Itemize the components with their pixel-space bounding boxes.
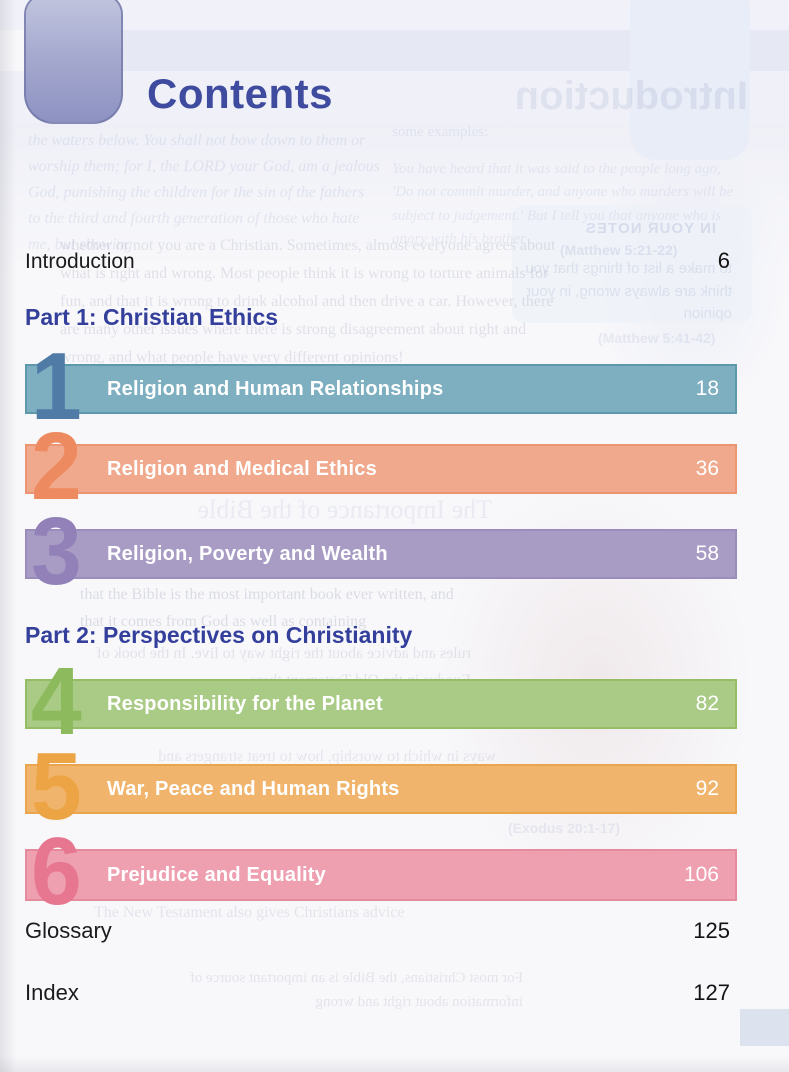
part-2-heading: Part 2: Perspectives on Christianity [25, 622, 413, 648]
chapter-title: Religion and Human Relationships [107, 377, 444, 400]
toc-chapter-5: War, Peace and Human Rights 92 5 [25, 739, 737, 835]
chapter-page-number: 18 [695, 377, 719, 400]
chapter-numeral: 6 [31, 818, 82, 925]
toc-entry-label: Glossary [25, 918, 112, 943]
toc-chapter-2: Religion and Medical Ethics 36 2 [25, 419, 737, 515]
chapter-bar: War, Peace and Human Rights 92 [25, 764, 737, 814]
toc-chapter-3: Religion, Poverty and Wealth 58 3 [25, 504, 737, 600]
toc-entry-label: Index [25, 980, 79, 1005]
bleedthrough-corner-tab [630, 0, 750, 160]
toc-entry-label: Introduction [25, 250, 135, 273]
toc-row-glossary: Glossary 125 [25, 918, 730, 944]
chapter-page-number: 58 [695, 542, 719, 565]
chapter-title: War, Peace and Human Rights [107, 777, 400, 800]
chapter-title: Responsibility for the Planet [107, 692, 383, 715]
toc-chapter-1: Religion and Human Relationships 18 1 [25, 339, 737, 435]
bleedthrough-page-tab [740, 1009, 789, 1046]
chapter-bar: Religion, Poverty and Wealth 58 [25, 529, 737, 579]
chapter-numeral: 5 [31, 733, 82, 840]
chapter-page-number: 36 [695, 457, 719, 480]
scan-edge-shadow [0, 0, 16, 1072]
chapter-page-number: 82 [695, 692, 719, 715]
chapter-numeral: 1 [31, 333, 82, 440]
chapter-page-number: 106 [683, 863, 719, 886]
toc-row-introduction: Introduction 6 [25, 248, 730, 274]
chapter-title: Religion and Medical Ethics [107, 457, 377, 480]
chapter-title: Religion, Poverty and Wealth [107, 542, 388, 565]
toc-entry-page-number: 125 [693, 918, 730, 943]
toc-row-index: Index 127 [25, 980, 730, 1006]
bleedthrough-text: The Importance of the Bible [197, 495, 492, 524]
chapter-numeral: 2 [31, 413, 82, 520]
chapter-page-number: 92 [695, 777, 719, 800]
page-title: Contents [147, 70, 333, 117]
chapter-bar: Responsibility for the Planet 82 [25, 679, 737, 729]
chapter-title: Prejudice and Equality [107, 863, 326, 886]
scan-edge-shadow [0, 1056, 789, 1072]
chapter-numeral: 4 [31, 648, 82, 755]
chapter-numeral: 3 [31, 498, 82, 605]
toc-chapter-6: Prejudice and Equality 106 6 [25, 824, 737, 920]
chapter-bar: Religion and Human Relationships 18 [25, 364, 737, 414]
toc-chapter-4: Responsibility for the Planet 82 4 [25, 654, 737, 750]
corner-tab-decoration [24, 0, 123, 124]
part-1-heading: Part 1: Christian Ethics [25, 304, 279, 330]
bleedthrough-notes-box [512, 205, 752, 323]
chapter-bar: Religion and Medical Ethics 36 [25, 444, 737, 494]
toc-entry-page-number: 127 [693, 980, 730, 1005]
toc-entry-page-number: 6 [717, 248, 730, 273]
chapter-bar: Prejudice and Equality 106 [25, 849, 737, 901]
